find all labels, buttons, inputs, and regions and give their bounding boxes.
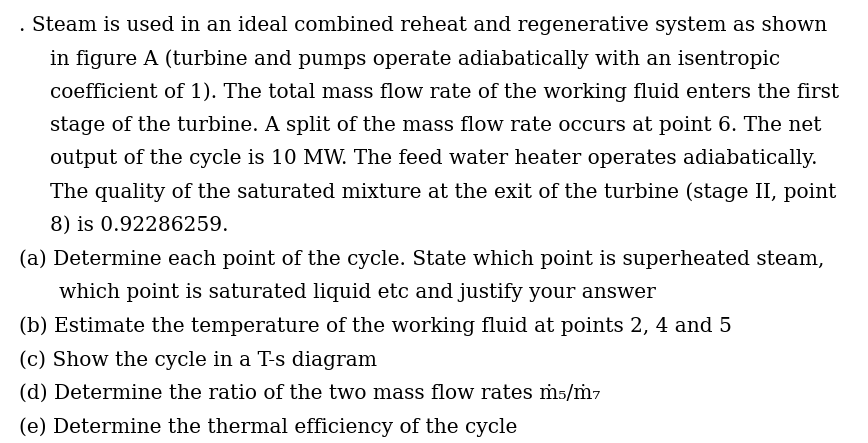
Text: 8) is 0.92286259.: 8) is 0.92286259.	[50, 216, 229, 235]
Text: . Steam is used in an ideal combined reheat and regenerative system as shown: . Steam is used in an ideal combined reh…	[19, 16, 827, 35]
Text: output of the cycle is 10 MW. The feed water heater operates adiabatically.: output of the cycle is 10 MW. The feed w…	[50, 149, 818, 168]
Text: (a) Determine each point of the cycle. State which point is superheated steam,: (a) Determine each point of the cycle. S…	[19, 250, 825, 269]
Text: The quality of the saturated mixture at the exit of the turbine (stage II, point: The quality of the saturated mixture at …	[50, 183, 837, 202]
Text: in figure A (turbine and pumps operate adiabatically with an isentropic: in figure A (turbine and pumps operate a…	[50, 49, 780, 69]
Text: which point is saturated liquid etc and justify your answer: which point is saturated liquid etc and …	[59, 283, 656, 302]
Text: (c) Show the cycle in a T-s diagram: (c) Show the cycle in a T-s diagram	[19, 350, 377, 369]
Text: (e) Determine the thermal efficiency of the cycle: (e) Determine the thermal efficiency of …	[19, 417, 517, 436]
Text: (b) Estimate the temperature of the working fluid at points 2, 4 and 5: (b) Estimate the temperature of the work…	[19, 317, 732, 336]
Text: (d) Determine the ratio of the two mass flow rates ṁ₅/ṁ₇: (d) Determine the ratio of the two mass …	[19, 384, 601, 402]
Text: coefficient of 1). The total mass flow rate of the working fluid enters the firs: coefficient of 1). The total mass flow r…	[50, 82, 839, 102]
Text: stage of the turbine. A split of the mass flow rate occurs at point 6. The net: stage of the turbine. A split of the mas…	[50, 116, 822, 135]
